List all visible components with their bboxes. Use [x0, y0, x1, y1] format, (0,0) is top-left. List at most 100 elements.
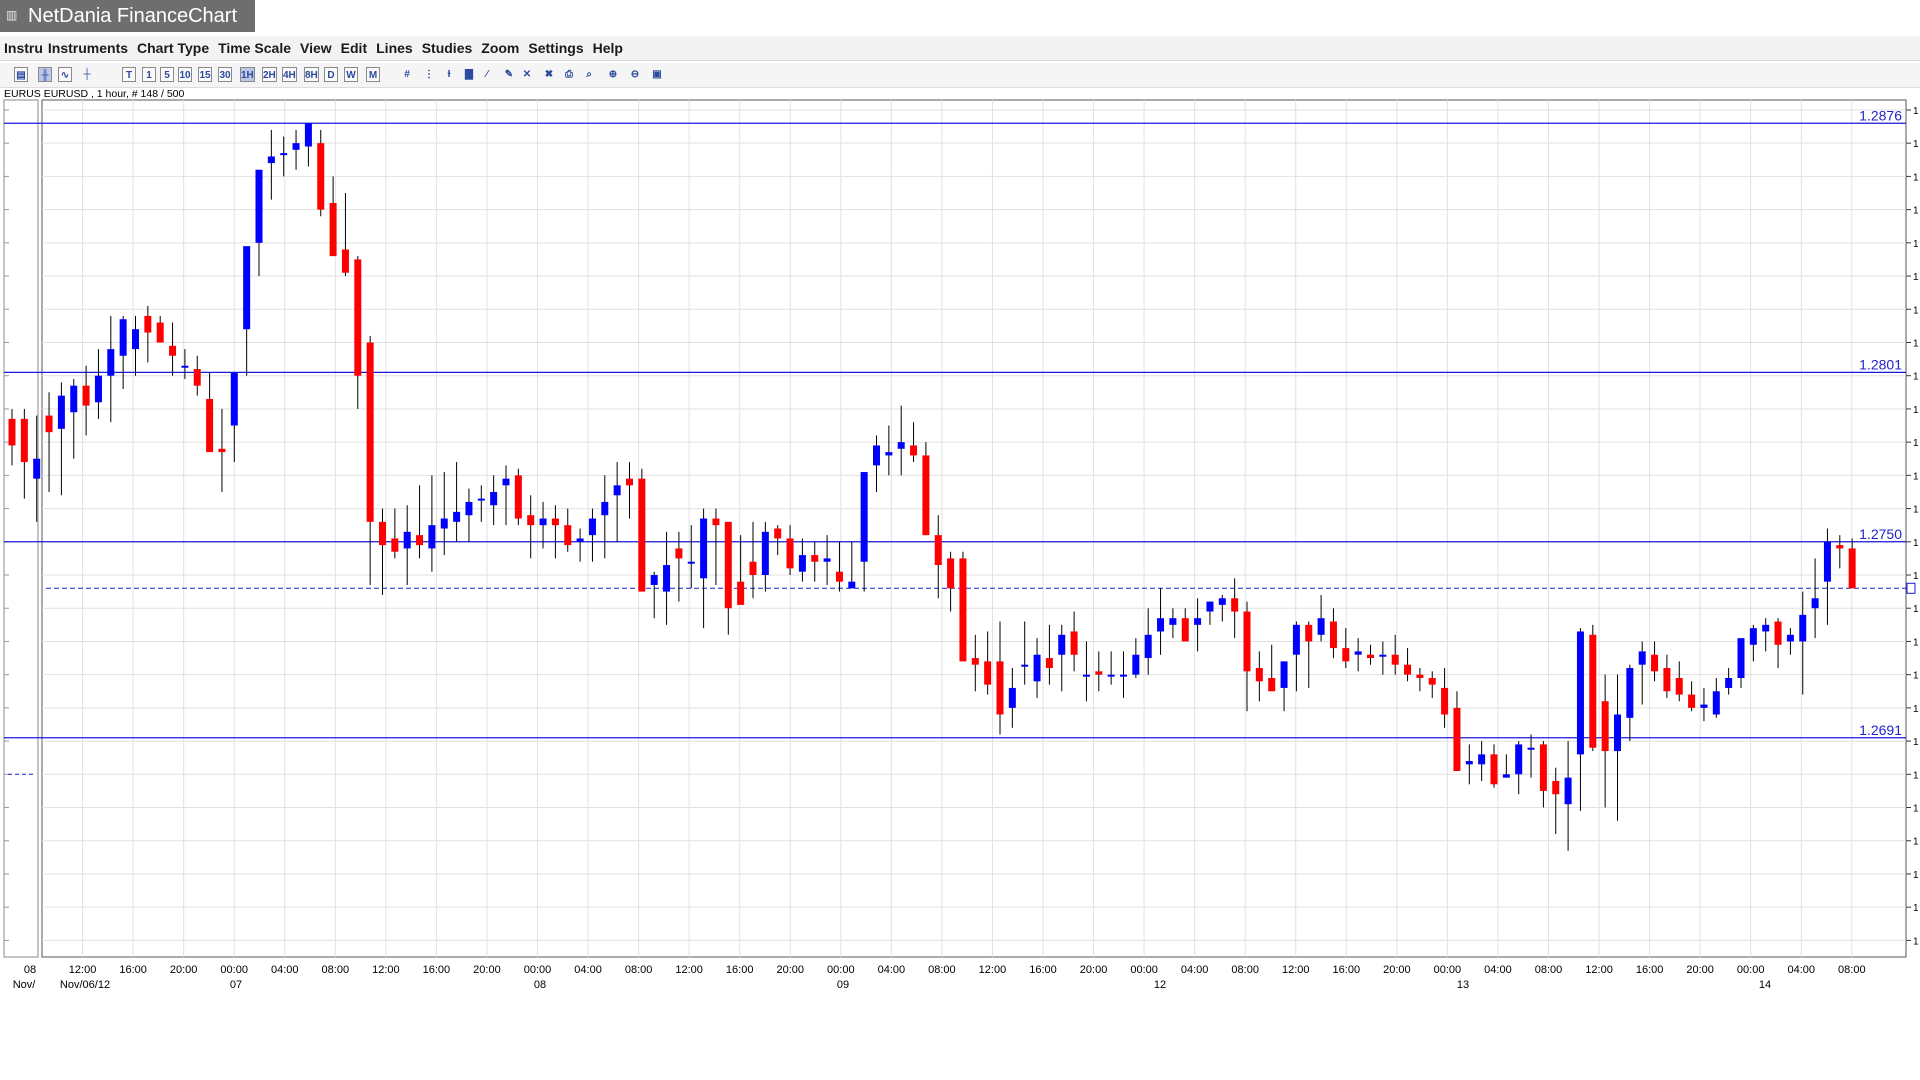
candle-down [774, 528, 782, 539]
x-tick-label: 20:00 [170, 964, 198, 976]
timescale-8h[interactable]: 8H [304, 67, 319, 82]
crosshair-icon[interactable]: ┼ [83, 69, 91, 80]
candle-up [1033, 654, 1041, 682]
zoom-reset-icon[interactable]: ▣ [652, 69, 662, 80]
timescale-1[interactable]: 1 [142, 67, 156, 82]
menu-item-settings[interactable]: Settings [528, 40, 584, 56]
timescale-m[interactable]: M [366, 67, 380, 82]
candle-down [1305, 624, 1313, 642]
y-tick-label: 1 [1913, 637, 1919, 648]
y-tick-label: 1 [1913, 139, 1919, 150]
candle-down [564, 525, 572, 546]
x-tick-label: 12:00 [69, 964, 97, 976]
candle-down [947, 558, 955, 589]
fibonacci-icon[interactable]: ⋮ [424, 69, 434, 80]
x-tick-label: 16:00 [726, 964, 754, 976]
menu-item-time-scale[interactable]: Time Scale [218, 40, 292, 56]
chart-type-icon[interactable]: ▤ [14, 67, 28, 82]
x-tick-label: 20:00 [1686, 964, 1714, 976]
x-tick-label: 08:00 [928, 964, 956, 976]
candle-up [1144, 634, 1152, 659]
timescale-2h[interactable]: 2H [262, 67, 277, 82]
candle-down [1095, 671, 1103, 675]
candle-up [70, 385, 78, 413]
menu-item-chart-type[interactable]: Chart Type [137, 40, 210, 56]
candle-up [1762, 624, 1770, 632]
candle-up [465, 501, 473, 516]
candle-down [1367, 654, 1374, 659]
candle-up [897, 442, 905, 449]
y-tick-label: 1 [1913, 538, 1919, 549]
candle-up [1811, 598, 1819, 609]
candle-up [700, 518, 708, 579]
y-tick-label: 1 [1913, 737, 1919, 748]
candles-icon[interactable]: ╫ [38, 67, 52, 82]
x-tick-label: 20:00 [776, 964, 804, 976]
zoom-out-icon[interactable]: ⊖ [630, 69, 640, 80]
y-tick-label: 1 [1913, 571, 1919, 582]
candle-up [860, 472, 868, 562]
candle-down [1428, 677, 1436, 685]
x-tick-label: 16:00 [1333, 964, 1361, 976]
candle-down [391, 538, 399, 552]
volume-icon[interactable]: ▇ [465, 69, 473, 80]
menu-item-view[interactable]: View [300, 40, 332, 56]
x-tick-label: 08 [24, 964, 36, 976]
timescale-d[interactable]: D [324, 67, 338, 82]
candle-down [749, 561, 757, 576]
x-date-label: 08 [534, 979, 546, 991]
y-tick-label: 1 [1913, 172, 1919, 183]
menu-item-instru[interactable]: Instru [4, 40, 43, 56]
x-date-label: Nov/ [13, 979, 37, 991]
timescale-15[interactable]: 15 [198, 67, 212, 82]
menu-item-zoom[interactable]: Zoom [481, 40, 520, 56]
timescale-30[interactable]: 30 [218, 67, 232, 82]
candle-down [514, 475, 522, 519]
line-icon[interactable]: ∿ [58, 67, 72, 82]
menu-item-studies[interactable]: Studies [421, 40, 473, 56]
grid-icon[interactable]: # [404, 69, 410, 80]
candle-down [1181, 618, 1189, 642]
candle-down [1243, 611, 1251, 672]
y-tick-label: 1 [1913, 936, 1919, 947]
x-tick-label: 12:00 [372, 964, 400, 976]
candle-down [551, 518, 559, 526]
timescale-10[interactable]: 10 [178, 67, 192, 82]
horizontal-line-label: 1.2876 [1859, 107, 1902, 123]
timescale-t[interactable]: T [122, 67, 136, 82]
timescale-1h[interactable]: 1H [240, 67, 255, 82]
timescale-w[interactable]: W [344, 67, 358, 82]
candle-down [1663, 668, 1671, 692]
delete-icon[interactable]: ✕ [522, 69, 532, 80]
candle-down [1453, 707, 1461, 771]
candle-up [1576, 631, 1584, 755]
candle-up [1515, 744, 1523, 775]
timescale-4h[interactable]: 4H [282, 67, 297, 82]
y-tick-label: 1 [1913, 804, 1919, 815]
candle-up [502, 478, 510, 486]
window-titlebar: ▥ NetDania FinanceChart [0, 0, 255, 32]
zoom-in-icon[interactable]: ⊕ [608, 69, 618, 80]
menu-item-lines[interactable]: Lines [376, 40, 413, 56]
delete-all-icon[interactable]: ✖ [544, 69, 554, 80]
plot-frame [41, 99, 1907, 958]
pencil-icon[interactable]: ✎ [504, 69, 514, 80]
trendline-icon[interactable]: ⁄ [486, 69, 488, 80]
candle-up [1564, 777, 1572, 805]
study-icon[interactable]: Ɨ [447, 69, 451, 80]
menu-item-instruments[interactable]: Instruments [47, 40, 129, 56]
candle-down [1552, 780, 1560, 795]
timescale-5[interactable]: 5 [160, 67, 174, 82]
candle-up [1218, 598, 1226, 605]
candle-up [490, 491, 498, 506]
preview-icon[interactable]: ⌕ [586, 69, 592, 80]
candle-up [1058, 634, 1066, 655]
print-icon[interactable]: ⎙ [565, 69, 573, 80]
menu-item-help[interactable]: Help [592, 40, 623, 56]
menu-item-edit[interactable]: Edit [340, 40, 368, 56]
y-tick-label: 1 [1913, 671, 1919, 682]
candle-down [366, 342, 374, 522]
y-tick-label: 1 [1913, 903, 1919, 914]
candle-down [1329, 621, 1337, 649]
